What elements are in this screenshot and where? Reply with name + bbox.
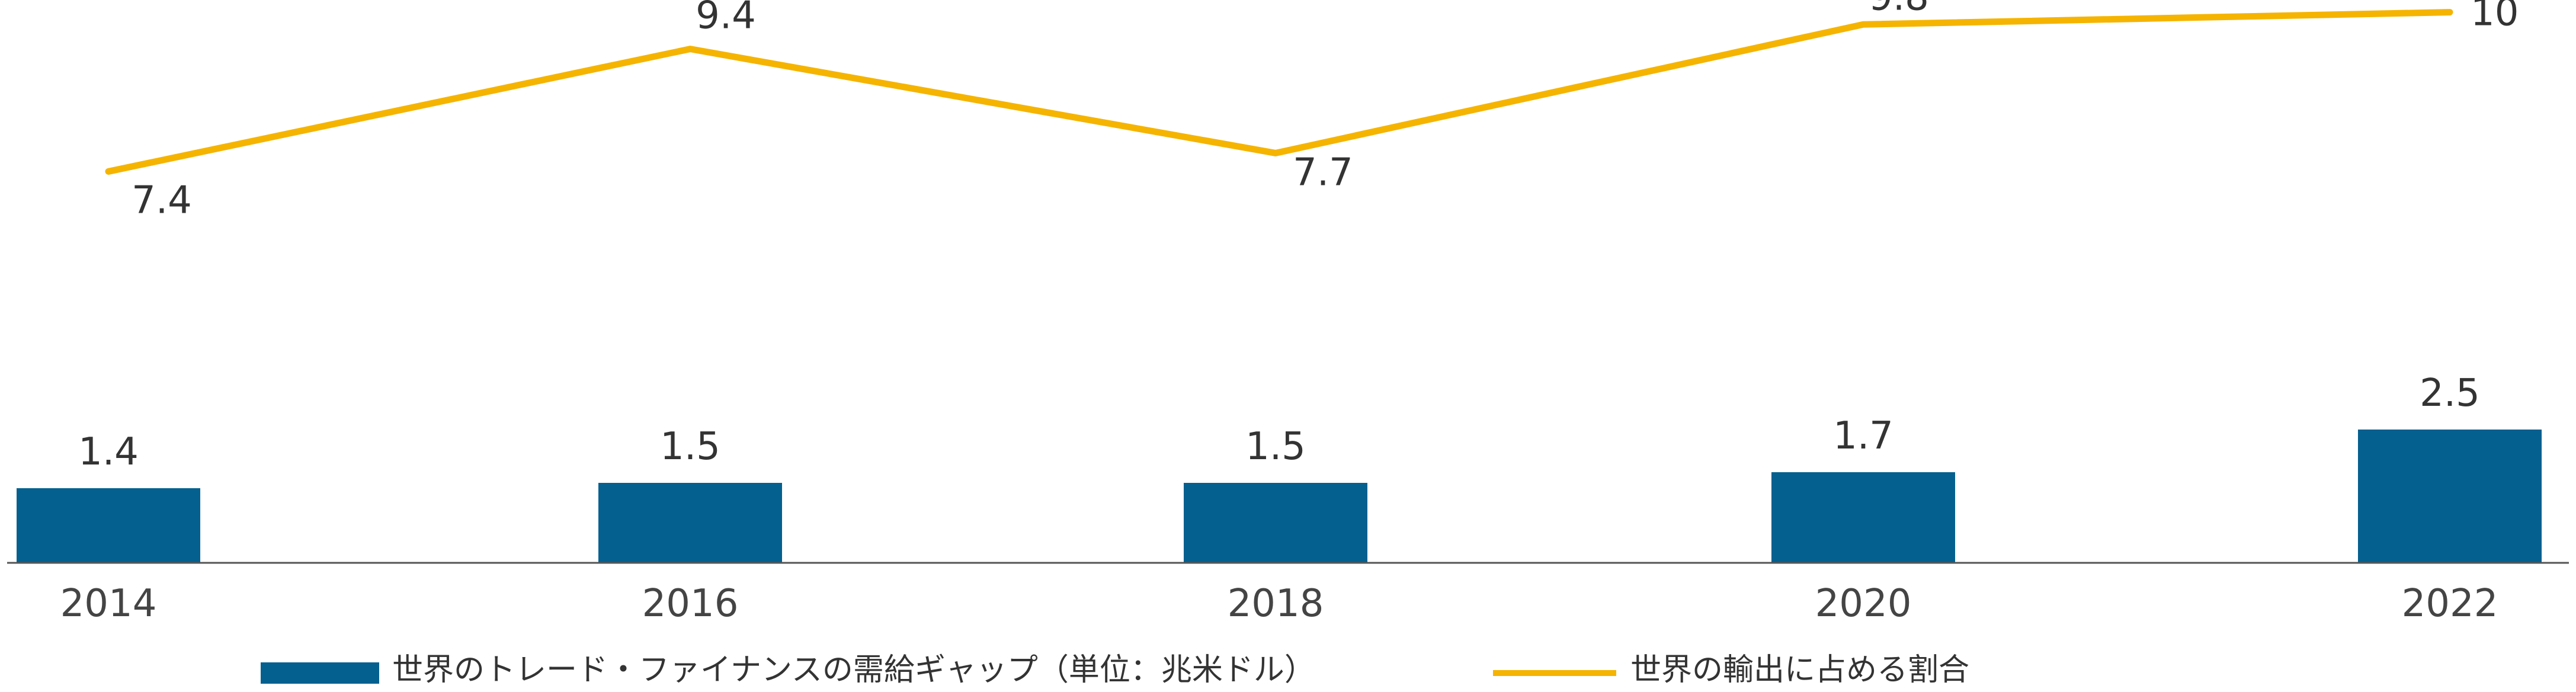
- x-tick-2020: 2020: [1815, 582, 1912, 626]
- bar-2020: [1771, 472, 1955, 563]
- bar-label-2014: 1.4: [78, 430, 139, 474]
- line-label-2014: 7.4: [132, 178, 192, 222]
- legend: 世界のトレード・ファイナンスの需給ギャップ（単位：兆米ドル） 世界の輸出に占める…: [261, 652, 1969, 688]
- x-tick-2022: 2022: [2402, 582, 2498, 626]
- bar-2018: [1184, 483, 1367, 563]
- bar-label-2020: 1.7: [1833, 414, 1893, 458]
- bar-2022: [2358, 430, 2542, 563]
- legend-label-gap: 世界のトレード・ファイナンスの需給ギャップ（単位：兆米ドル）: [392, 652, 1315, 688]
- x-tick-labels: 2014 2016 2018 2020 2022: [60, 582, 2498, 626]
- bar-label-2016: 1.5: [660, 425, 720, 469]
- line-label-2020: 9.8: [1869, 0, 1929, 19]
- bar-label-2022: 2.5: [2420, 371, 2480, 415]
- x-tick-2016: 2016: [642, 582, 739, 626]
- export-share-line: [105, 9, 2453, 175]
- bar-2014: [17, 488, 200, 563]
- labels-layer: 1.4 1.5 1.5 1.7 2.5 7.4 9.4 7.7 9.8 10: [78, 0, 2519, 474]
- legend-swatch-bar: [261, 662, 379, 684]
- x-tick-2014: 2014: [60, 582, 157, 626]
- bar-label-2018: 1.5: [1245, 425, 1306, 469]
- bars-layer: [17, 430, 2542, 563]
- line-label-2016: 9.4: [696, 0, 756, 38]
- line-layer: [105, 9, 2453, 175]
- legend-label-export-share: 世界の輸出に占める割合: [1630, 652, 1969, 688]
- x-tick-2018: 2018: [1228, 582, 1324, 626]
- bar-2016: [598, 483, 782, 563]
- line-label-2022: 10: [2471, 0, 2519, 35]
- line-label-2018: 7.7: [1293, 150, 1353, 194]
